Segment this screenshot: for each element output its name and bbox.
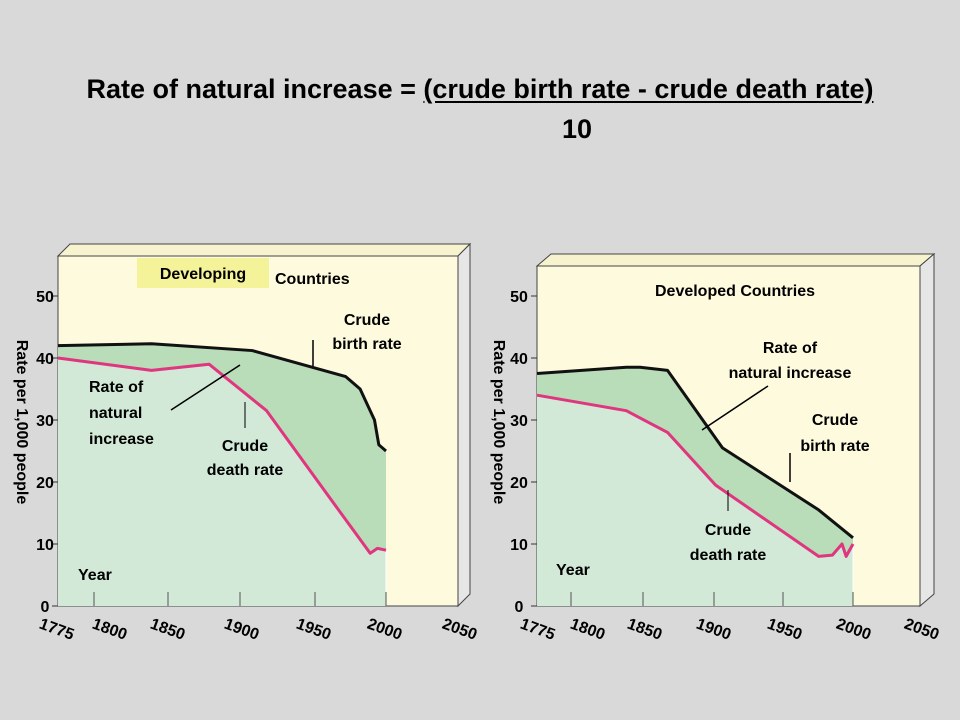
panel-side-face bbox=[457, 242, 471, 608]
y-tick-label: 30 bbox=[36, 413, 54, 430]
y-tick-label: 50 bbox=[36, 289, 54, 306]
birth-rate-annotation: birth rate bbox=[800, 438, 869, 455]
x-tick-label: 2050 bbox=[440, 616, 479, 644]
y-tick-label: 30 bbox=[510, 413, 528, 430]
chart-developing: 0 10 20 30 40 50 1775 1800 1850 1900 1950 2000 2050 R… bbox=[13, 242, 479, 644]
death-rate-line bbox=[57, 356, 387, 555]
chart-developed: 0 10 20 30 40 50 1775 1800 1850 1900 1950 2000 2050 R… bbox=[490, 252, 941, 644]
natural-increase-pointer bbox=[170, 364, 241, 411]
death-rate-annotation: death rate bbox=[690, 547, 767, 564]
birth-rate-line bbox=[536, 365, 854, 539]
natural-increase-annotation: increase bbox=[89, 431, 154, 448]
death-rate-line bbox=[536, 393, 855, 558]
panel-side-face bbox=[919, 252, 935, 608]
x-tick-label: 1800 bbox=[90, 616, 129, 644]
birth-rate-annotation: Crude bbox=[344, 312, 390, 329]
formula-title: Rate of natural increase = (crude birth … bbox=[0, 74, 960, 105]
natural-increase-annotation: Rate of bbox=[89, 379, 144, 396]
chart-title-highlight: Developing bbox=[160, 266, 246, 283]
panel-top-face bbox=[56, 243, 472, 257]
birth-rate-annotation: birth rate bbox=[332, 336, 401, 353]
y-axis-label: Rate per 1,000 people bbox=[490, 340, 507, 505]
x-tick-label: 1950 bbox=[294, 616, 333, 644]
natural-increase-pointer bbox=[701, 385, 769, 431]
x-tick-label: 1775 bbox=[37, 616, 76, 644]
y-tick-label: 20 bbox=[510, 475, 528, 492]
x-tick-label: 1850 bbox=[148, 616, 187, 644]
x-tick-label: 1900 bbox=[694, 616, 733, 644]
x-tick-label: 1775 bbox=[518, 616, 557, 644]
x-tick-label: 2050 bbox=[902, 616, 941, 644]
y-tick-label: 10 bbox=[36, 537, 54, 554]
x-axis-label: Year bbox=[78, 567, 112, 584]
death-rate-annotation: death rate bbox=[207, 462, 284, 479]
y-axis-label: Rate per 1,000 people bbox=[13, 340, 30, 505]
title-highlight-box bbox=[137, 258, 269, 288]
natural-increase-annotation: Rate of bbox=[763, 340, 818, 357]
panel-top-face bbox=[535, 253, 936, 267]
birth-rate-line bbox=[57, 342, 387, 453]
y-tick-label: 20 bbox=[36, 475, 54, 492]
death-rate-area bbox=[537, 395, 853, 606]
birth-rate-annotation: Crude bbox=[812, 412, 858, 429]
x-tick-label: 1800 bbox=[568, 616, 607, 644]
death-rate-annotation: Crude bbox=[705, 522, 751, 539]
y-tick-label: 0 bbox=[515, 599, 524, 616]
natural-increase-annotation: natural bbox=[89, 405, 142, 422]
chart-title-rest: Countries bbox=[275, 271, 350, 288]
x-tick-label: 2000 bbox=[365, 616, 404, 644]
x-axis-label: Year bbox=[556, 562, 590, 579]
y-tick-label: 50 bbox=[510, 289, 528, 306]
formula-numerator: (crude birth rate - crude death rate) bbox=[423, 74, 874, 104]
x-tick-label: 1900 bbox=[222, 616, 261, 644]
natural-increase-area bbox=[58, 343, 386, 554]
y-tick-label: 10 bbox=[510, 537, 528, 554]
x-tick-label: 1850 bbox=[625, 616, 664, 644]
natural-increase-annotation: natural increase bbox=[729, 365, 852, 382]
y-tick-label: 40 bbox=[510, 351, 528, 368]
y-tick-label: 40 bbox=[36, 351, 54, 368]
formula-denominator: 10 bbox=[561, 114, 593, 144]
death-rate-area bbox=[58, 358, 386, 606]
chart-title: Developed Countries bbox=[655, 283, 815, 300]
y-tick-label: 0 bbox=[41, 599, 50, 616]
formula-left: Rate of natural increase = bbox=[86, 74, 424, 104]
death-rate-annotation: Crude bbox=[222, 438, 268, 455]
x-tick-label: 1950 bbox=[765, 616, 804, 644]
x-tick-label: 2000 bbox=[834, 616, 873, 644]
